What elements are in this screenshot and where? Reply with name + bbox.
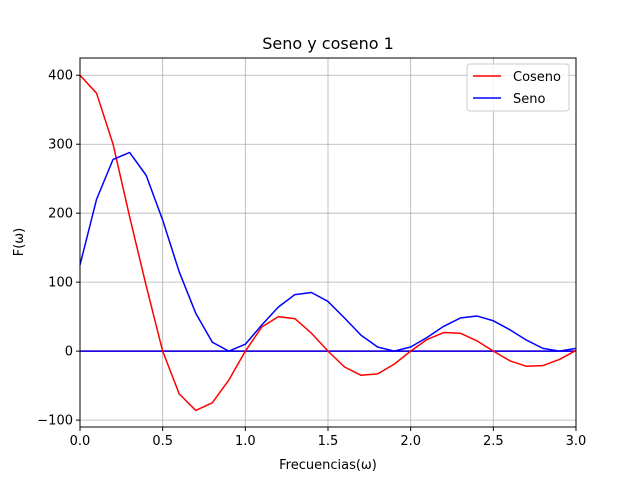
x-tick-label: 0.0 <box>70 434 91 449</box>
legend: Coseno Seno <box>466 63 570 112</box>
grid <box>79 58 577 427</box>
x-tick-label: 1.0 <box>235 434 256 449</box>
x-tick-label: 1.5 <box>318 434 339 449</box>
series-line-coseno <box>79 74 577 412</box>
y-tick-label: 400 <box>48 69 73 84</box>
y-tick-label: 300 <box>48 138 73 153</box>
chart-title: Seno y coseno 1 <box>262 34 394 53</box>
x-tick-label: 3.0 <box>566 434 587 449</box>
series-layer <box>79 74 577 412</box>
y-tick-label: 0 <box>65 345 73 360</box>
legend-label: Seno <box>513 92 545 107</box>
x-tick-label: 2.0 <box>400 434 421 449</box>
y-tick-label: 200 <box>48 207 73 222</box>
x-tick-label: 0.5 <box>152 434 173 449</box>
x-axis-label: Frecuencias(ω) <box>279 458 377 473</box>
y-tick-label: 100 <box>48 276 73 291</box>
y-axis-label: F(ω) <box>12 228 27 257</box>
series-line-seno <box>79 151 577 352</box>
y-tick-label: −100 <box>37 414 73 429</box>
legend-label: Coseno <box>513 70 561 85</box>
y-axis-ticks: −100 0 100 200 300 400 <box>37 69 80 429</box>
x-axis-ticks: 0.0 0.5 1.0 1.5 2.0 2.5 3.0 <box>70 427 587 449</box>
x-tick-label: 2.5 <box>483 434 504 449</box>
